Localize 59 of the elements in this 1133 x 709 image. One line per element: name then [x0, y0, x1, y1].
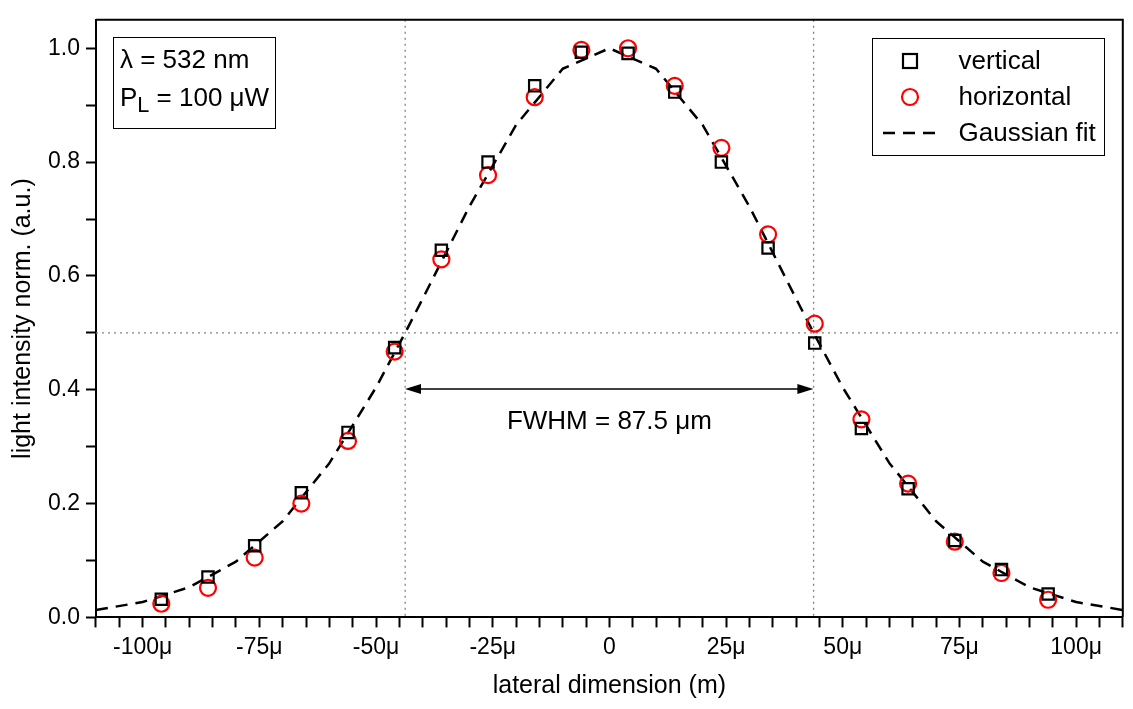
point: [992, 563, 1011, 583]
point: [292, 494, 311, 513]
point: [478, 166, 498, 185]
annotation: λ = 532 nm: [119, 42, 251, 76]
x-axis-title: lateral dimension (m): [492, 669, 727, 698]
y-tick-label: 0.8: [47, 147, 80, 174]
point: [572, 40, 591, 60]
x-tick-label: -75μ: [236, 632, 283, 659]
point: [854, 421, 869, 436]
x-tick-label: -100μ: [113, 632, 173, 659]
point: [805, 314, 824, 333]
y-tick-label: 0.6: [47, 261, 80, 288]
point: [574, 45, 589, 59]
x-tick-label: 0: [602, 632, 616, 659]
point: [618, 39, 638, 58]
legend-label: horizontal: [958, 81, 1072, 113]
annotation: FWHM = 87.5 μm: [506, 404, 712, 436]
point: [387, 340, 402, 355]
point: [154, 592, 169, 606]
point: [434, 243, 449, 258]
point: [758, 225, 778, 244]
legend-label: Gaussian fit: [958, 117, 1096, 149]
x-tick-label: 100μ: [1050, 632, 1102, 659]
point: [294, 486, 309, 500]
y-tick-label: 1.0: [47, 33, 80, 60]
point: [385, 342, 404, 361]
x-tick-label: -25μ: [469, 632, 516, 659]
point: [152, 594, 171, 613]
annotation: P$_{L}$ = 100 μW: [119, 80, 270, 119]
point: [665, 76, 684, 95]
point: [667, 85, 682, 99]
point: [481, 155, 495, 169]
point: [201, 570, 215, 584]
point: [852, 410, 871, 429]
y-tick-label: 0.0: [47, 602, 80, 629]
point: [808, 336, 822, 350]
point: [338, 431, 358, 451]
point: [899, 474, 918, 493]
point: [712, 138, 731, 157]
legend-label: vertical: [958, 45, 1041, 77]
x-tick-label: 25μ: [706, 632, 746, 659]
y-axis-title: light intensity norm. (a.u.): [6, 178, 35, 459]
y-tick-label: 0.4: [47, 375, 81, 402]
point: [525, 88, 544, 107]
x-tick-label: -50μ: [352, 632, 400, 659]
x-tick-label: 75μ: [940, 632, 979, 659]
point: [1039, 590, 1058, 609]
point: [432, 250, 451, 269]
point: [245, 548, 264, 567]
point: [621, 46, 635, 61]
y-tick-label: 0.2: [47, 488, 80, 515]
point: [761, 241, 775, 255]
point: [994, 562, 1009, 577]
point: [714, 155, 729, 169]
point: [247, 538, 262, 553]
point: [198, 578, 218, 597]
x-tick-label: 50μ: [823, 632, 863, 659]
point: [527, 79, 542, 93]
point: [341, 425, 355, 440]
